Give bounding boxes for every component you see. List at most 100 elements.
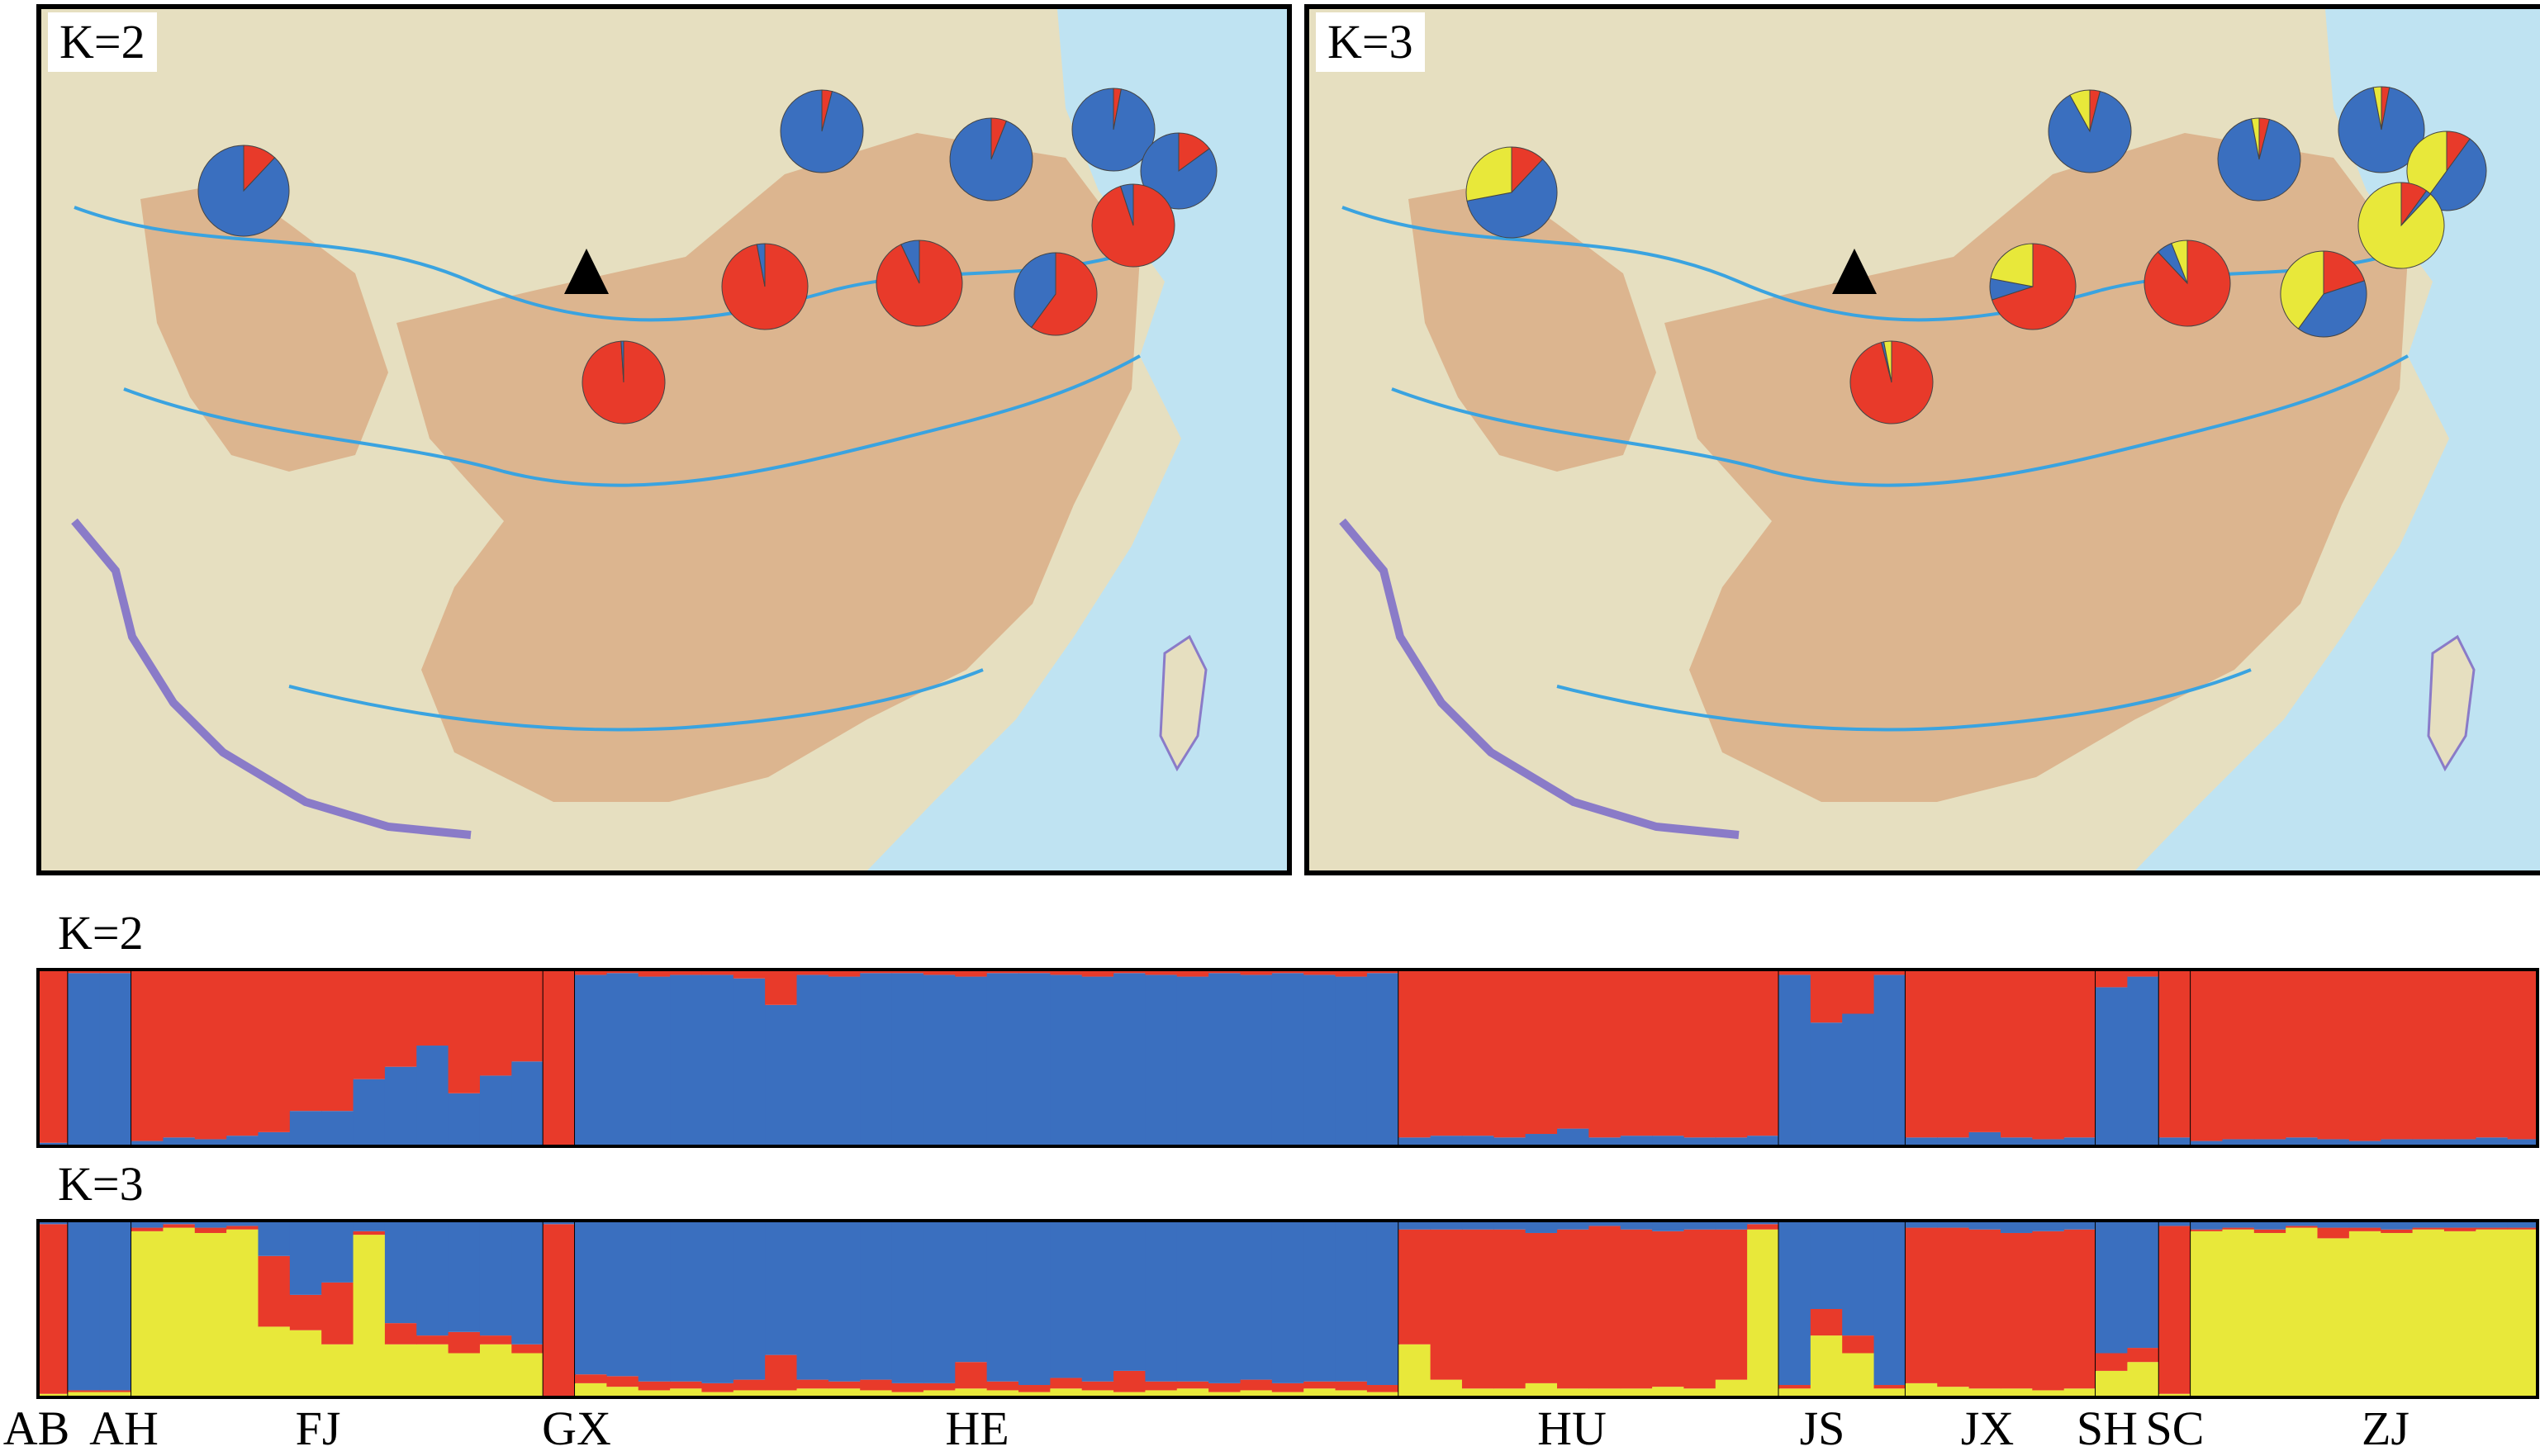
- k3-bar-HU-3-yellow: [1493, 1388, 1526, 1397]
- population-label-gx: GX: [542, 1401, 611, 1455]
- k2-bar-JS-2-blue: [1842, 1013, 1875, 1146]
- k2-bar-HE-4-blue: [701, 975, 734, 1146]
- k2-bar-FJ-9-red: [416, 970, 449, 1046]
- k3-bar-HU-6-red: [1588, 1226, 1621, 1389]
- k2-bar-AH-0-blue: [68, 973, 101, 1146]
- population-label-fj: FJ: [295, 1401, 341, 1455]
- k2-bar-FJ-4-red: [258, 970, 291, 1132]
- k2-bar-HE-7-red: [796, 970, 829, 975]
- k2-bar-HE-18-blue: [1145, 975, 1178, 1146]
- k3-bar-HU-2-blue: [1461, 1221, 1494, 1230]
- population-label-ah: AH: [89, 1401, 159, 1455]
- k2-bar-ZJ-2-blue: [2253, 1139, 2286, 1146]
- k3-bar-JS-3-red: [1873, 1385, 1906, 1389]
- k3-bar-FJ-6-yellow: [321, 1344, 354, 1397]
- k3-bar-HE-10-yellow: [891, 1392, 924, 1397]
- population-label-jx: JX: [1960, 1401, 2015, 1455]
- k3-bar-FJ-7-blue: [353, 1221, 386, 1231]
- k3-bar-HU-7-yellow: [1620, 1388, 1653, 1397]
- k3-bar-FJ-3-yellow: [226, 1229, 259, 1397]
- k3-bar-HE-21-yellow: [1240, 1390, 1273, 1397]
- k3-bar-AB-0-red: [36, 1224, 69, 1394]
- k3-bar-FJ-12-red: [511, 1344, 544, 1354]
- k3-bar-JX-0-red: [1905, 1227, 1938, 1383]
- k3-bar-HU-6-yellow: [1588, 1388, 1621, 1397]
- map-k2-pie-2-slice-1: [1071, 88, 1156, 172]
- k2-bar-AB-0-red: [36, 970, 69, 1143]
- k3-bar-FJ-11-blue: [479, 1221, 512, 1336]
- k3-bar-FJ-12-yellow: [511, 1353, 544, 1397]
- k3-bar-HU-7-blue: [1620, 1221, 1653, 1230]
- k2-bar-HE-8-red: [828, 970, 861, 977]
- map-k2-pie-2: [1071, 88, 1156, 172]
- k2-bar-HE-14-blue: [1018, 973, 1051, 1146]
- k3-bar-ZJ-2-yellow: [2253, 1232, 2286, 1397]
- k3-bar-FJ-4-red: [258, 1255, 291, 1327]
- k3-bar-AH-1-yellow: [99, 1392, 132, 1397]
- k3-bar-SH-1-blue: [2127, 1221, 2160, 1349]
- population-label-js: JS: [1799, 1401, 1845, 1455]
- k2-bar-ZJ-7-blue: [2412, 1139, 2445, 1146]
- k3-bar-HE-21-blue: [1240, 1221, 1273, 1380]
- k2-bar-HU-10-blue: [1715, 1137, 1748, 1146]
- k3-bar-HE-23-blue: [1303, 1221, 1336, 1382]
- k3-bar-HU-10-yellow: [1715, 1379, 1748, 1397]
- k3-bar-JS-0-yellow: [1778, 1388, 1811, 1397]
- k3-bar-HU-11-red: [1747, 1224, 1780, 1230]
- k3-bar-HU-11-yellow: [1747, 1229, 1780, 1397]
- k2-bar-HE-23-blue: [1303, 975, 1336, 1146]
- k2-bar-HE-1-red: [606, 970, 639, 974]
- map-k2-pie-0: [780, 89, 864, 173]
- k2-bar-HE-10-red: [891, 970, 924, 974]
- k3-bar-FJ-10-red: [448, 1331, 481, 1354]
- map-k2-pie-3: [1140, 132, 1218, 210]
- k3-bar-JS-2-red: [1842, 1335, 1875, 1354]
- k3-bar-FJ-0-blue: [131, 1221, 164, 1228]
- k3-bar-HE-21-red: [1240, 1379, 1273, 1391]
- k3-bar-FJ-9-red: [416, 1335, 449, 1345]
- k2-bar-ZJ-2-red: [2253, 970, 2286, 1140]
- map-taiwan: [1159, 634, 1208, 772]
- k3-bar-ZJ-7-blue: [2412, 1221, 2445, 1228]
- k3-bar-JS-2-yellow: [1842, 1353, 1875, 1397]
- k2-bar-GX-0-red: [543, 970, 576, 1146]
- k2-bar-ZJ-10-red: [2507, 970, 2539, 1140]
- k3-bar-HE-24-yellow: [1335, 1390, 1368, 1397]
- k2-bar-ZJ-5-blue: [2348, 1141, 2381, 1146]
- k3-bar-FJ-6-red: [321, 1282, 354, 1345]
- map-k3-pie-6-slice-2: [2357, 182, 2445, 269]
- k2-bar-HU-2-blue: [1461, 1136, 1494, 1146]
- k2-bar-HU-2-red: [1461, 970, 1494, 1136]
- k3-bar-HE-5-blue: [733, 1221, 766, 1380]
- map-k3-pie-10-slice-2: [1883, 340, 1892, 383]
- map-k3-pie-2-slice-1: [2338, 87, 2425, 173]
- map-k2-pie-0-slice-1: [780, 89, 864, 173]
- k2-bar-FJ-2-blue: [194, 1139, 227, 1146]
- k3-bar-ZJ-3-yellow: [2286, 1227, 2319, 1397]
- k2-bar-JX-5-blue: [2063, 1137, 2096, 1146]
- k3-bar-HE-15-blue: [1050, 1221, 1083, 1378]
- k2-bar-HE-25-blue: [1366, 973, 1399, 1146]
- k3-bar-JS-3-blue: [1873, 1221, 1906, 1386]
- k2-bar-HE-4-red: [701, 970, 734, 975]
- k3-bar-HE-22-blue: [1271, 1221, 1304, 1383]
- k2-bar-HE-3-red: [670, 970, 703, 975]
- k2-bar-ZJ-4-blue: [2317, 1139, 2350, 1146]
- k3-bar-HE-6-red: [765, 1354, 798, 1391]
- k2-bar-HU-7-blue: [1620, 1136, 1653, 1146]
- k3-bar-ZJ-5-red: [2348, 1227, 2381, 1231]
- k2-bar-JX-4-red: [2032, 970, 2065, 1140]
- k2-bar-ZJ-3-blue: [2286, 1137, 2319, 1146]
- k2-bar-HE-22-red: [1271, 970, 1304, 974]
- k2-bar-HU-6-blue: [1588, 1137, 1621, 1146]
- k3-frame: [36, 1219, 2539, 1399]
- k3-bar-HE-7-yellow: [796, 1388, 829, 1397]
- k2-bar-HU-10-red: [1715, 970, 1748, 1138]
- k3-bar-SC-0-yellow: [2158, 1393, 2191, 1397]
- k2-bar-FJ-12-red: [511, 970, 544, 1062]
- k2-bar-SC-0-blue: [2158, 1137, 2191, 1146]
- map-k3-pie-9-slice-2: [2280, 250, 2324, 330]
- k3-bar-HE-9-yellow: [860, 1390, 893, 1397]
- k2-bar-JS-0-red: [1778, 970, 1811, 975]
- population-label-he: HE: [945, 1401, 1009, 1455]
